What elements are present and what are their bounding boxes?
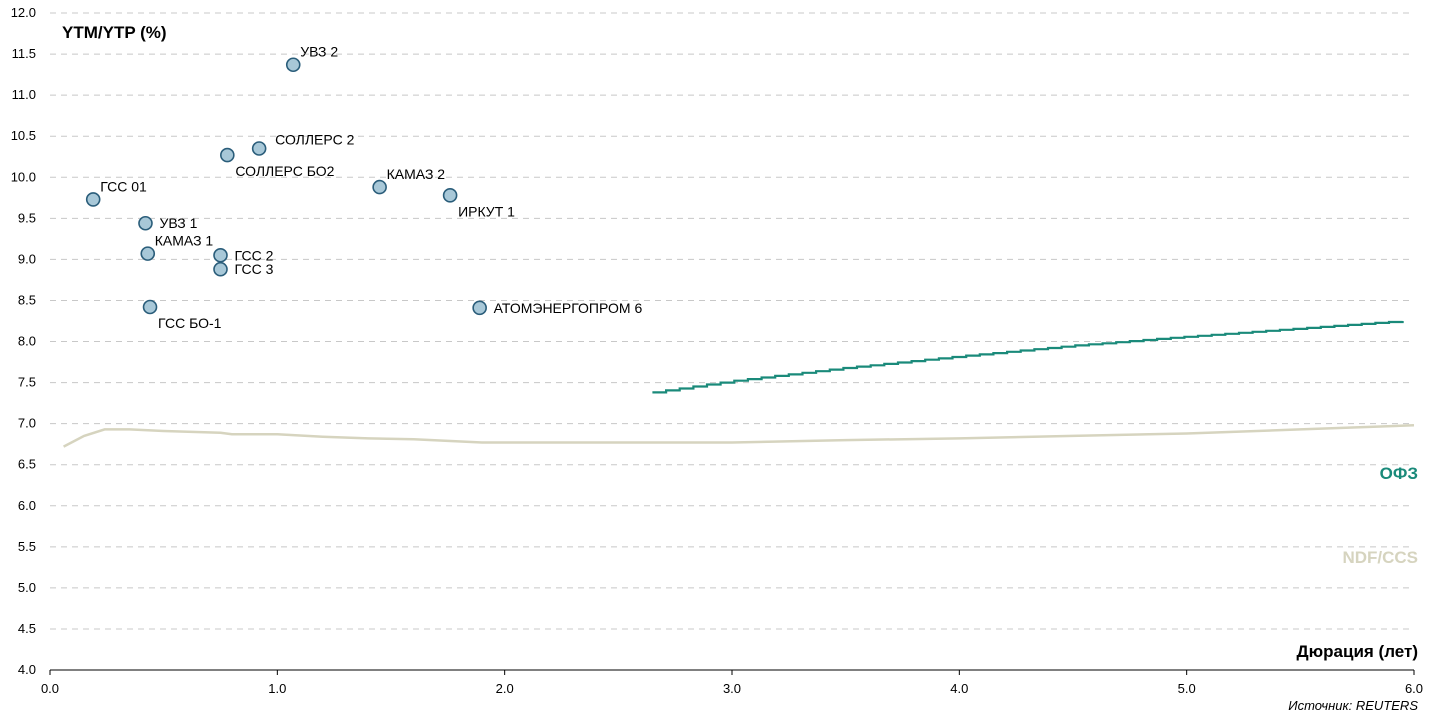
bond-label: ГСС 01 [100,178,147,194]
gridlines [50,12,1414,630]
bond-points [85,57,487,316]
bond-point [213,247,228,263]
y-tick-label: 8.5 [18,292,36,307]
y-axis-ticks: 4.0 4.5 5.0 5.5 6.0 6.5 7.0 7.5 8.0 8.5 9.0 9.5 10.0… [11,5,36,677]
bond-label: ГСС БО-1 [158,315,222,331]
bond-label: ГСС 2 [235,247,274,263]
bond-point [142,299,158,315]
y-tick-label: 9.0 [18,251,36,266]
x-axis-title: Дюрация (лет) [1297,642,1418,661]
bond-point [138,215,153,231]
y-tick-label: 4.0 [18,662,36,677]
bond-label: СОЛЛЕРС БО2 [235,163,334,179]
y-tick-label: 11.0 [12,87,36,102]
series-label-ndf: NDF/CCS [1342,548,1418,567]
x-tick-label: 6.0 [1405,681,1423,696]
x-tick-label: 1.0 [268,681,286,696]
y-tick-label: 5.0 [18,580,36,595]
y-tick-label: 12.0 [11,5,36,20]
y-tick-label: 6.5 [18,457,36,472]
bond-point [220,147,235,163]
y-axis-title: YTM/YTP (%) [62,23,167,42]
bond-point [372,179,387,195]
bond-label: УВЗ 1 [159,215,197,231]
y-tick-label: 4.5 [18,621,36,636]
y-tick-label: 9.5 [18,210,36,225]
y-tick-label: 5.5 [18,539,36,554]
bond-label: УВЗ 2 [300,44,338,60]
y-tick-label: 11.5 [12,46,36,61]
source-note: Источник: REUTERS [1288,698,1418,713]
x-tick-label: 4.0 [950,681,968,696]
bond-point [140,246,156,261]
bond-point [251,141,267,156]
x-tick-label: 5.0 [1178,681,1196,696]
bond-label: ИРКУТ 1 [458,203,515,219]
bond-label: СОЛЛЕРС 2 [275,132,354,148]
x-axis-ticks: 0.0 1.0 2.0 3.0 4.0 5.0 6.0 [41,670,1423,696]
y-tick-label: 10.5 [11,128,36,143]
bond-point [285,57,301,73]
bond-point [85,192,101,207]
ndf-ccs-line [63,424,1415,448]
y-tick-label: 7.0 [18,416,36,431]
curve-lines [63,320,1415,448]
y-tick-label: 8.0 [18,334,36,349]
bond-point [442,188,458,203]
x-tick-label: 2.0 [496,681,514,696]
y-tick-label: 10.0 [11,169,36,184]
bond-label: АТОМЭНЕРГОПРОМ 6 [494,300,643,316]
bond-label: ГСС 3 [235,261,274,277]
bond-point [213,261,228,277]
y-tick-label: 6.0 [18,498,36,513]
ofz-line [652,320,1404,394]
x-tick-label: 3.0 [723,681,741,696]
bond-point [472,300,487,316]
bond-labels: УВЗ 2 СОЛЛЕРС 2 СОЛЛЕРС БО2 КАМАЗ 2 ИРКУТ 1 Г… [100,44,642,331]
series-label-ofz: ОФЗ [1380,464,1418,483]
bond-label: КАМАЗ 2 [387,166,446,182]
x-tick-label: 0.0 [41,681,59,696]
y-tick-label: 7.5 [18,375,36,390]
bond-label: КАМАЗ 1 [155,233,214,249]
